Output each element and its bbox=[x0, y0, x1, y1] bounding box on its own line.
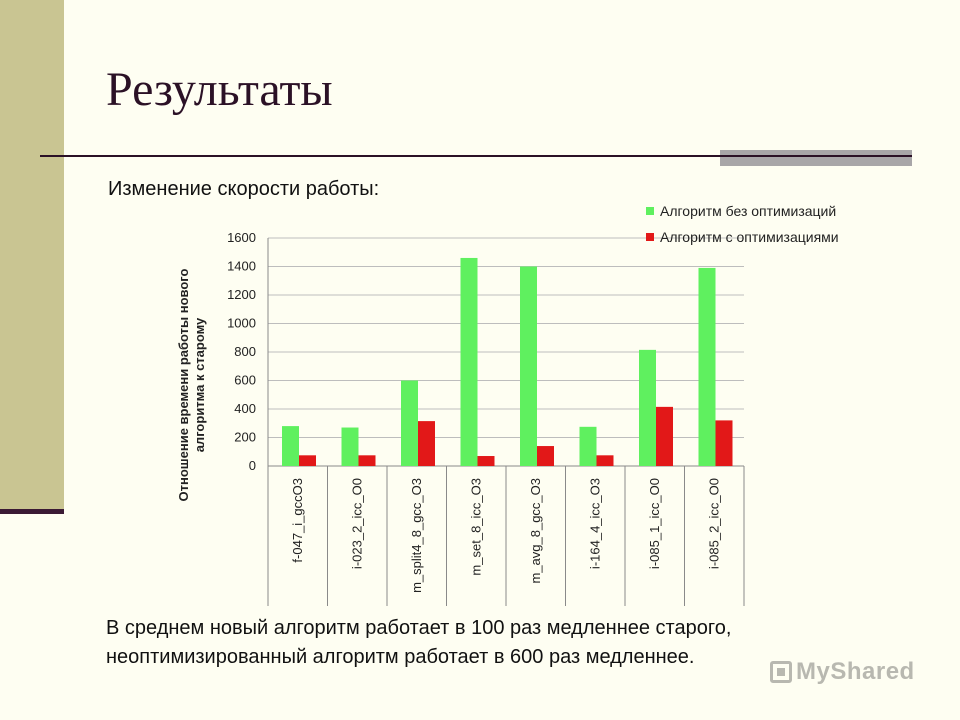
bar-unoptimized bbox=[282, 426, 299, 466]
watermark-text: MyShared bbox=[796, 658, 915, 685]
bar-unoptimized bbox=[698, 267, 716, 466]
y-tick-label: 400 bbox=[234, 401, 256, 416]
x-category-label: m_set_8_icc_O3 bbox=[468, 478, 483, 576]
x-category-label: i-023_2_icc_O0 bbox=[349, 478, 364, 569]
left-decor-band bbox=[0, 0, 64, 512]
x-category-label: i-085_2_icc_O0 bbox=[706, 478, 721, 569]
y-tick-label: 1600 bbox=[227, 230, 256, 245]
bar-unoptimized bbox=[639, 349, 656, 466]
x-category-label: i-164_4_icc_O3 bbox=[587, 478, 602, 569]
summary-line-1: В среднем новый алгоритм работает в 100 … bbox=[106, 617, 732, 639]
y-tick-label: 1400 bbox=[227, 259, 256, 274]
bar-optimized bbox=[477, 456, 495, 466]
y-axis-title-line-1: Отношение времени работы нового bbox=[176, 268, 191, 501]
y-tick-label: 600 bbox=[234, 373, 256, 388]
x-category-label: f-047_i_gccO3 bbox=[290, 478, 305, 563]
y-tick-label: 800 bbox=[234, 344, 256, 359]
bar-optimized bbox=[537, 446, 554, 466]
y-tick-label: 1000 bbox=[227, 316, 256, 331]
bar-unoptimized bbox=[520, 266, 537, 466]
y-tick-label: 1200 bbox=[227, 287, 256, 302]
bar-unoptimized bbox=[341, 427, 359, 466]
summary-text: В среднем новый алгоритм работает в 100 … bbox=[106, 614, 886, 672]
watermark-logo-icon bbox=[770, 661, 792, 683]
bar-unoptimized bbox=[460, 257, 478, 466]
bar-optimized bbox=[418, 421, 435, 466]
bar-optimized bbox=[596, 455, 614, 466]
left-decor-band-edge bbox=[0, 509, 64, 514]
y-axis-title-line-2: алгоритма к старому bbox=[192, 317, 207, 452]
bar-optimized bbox=[715, 420, 733, 466]
legend-swatch-unoptimized bbox=[646, 207, 654, 215]
watermark: MyShared bbox=[770, 658, 915, 686]
y-tick-label: 200 bbox=[234, 430, 256, 445]
chart-caption: Изменение скорости работы: bbox=[108, 178, 380, 200]
summary-line-2: неоптимизированный алгоритм работает в 6… bbox=[106, 646, 695, 668]
bar-chart: 0 200 400 600 800 1000 1200 1400 1600 f-047_i_gcc… bbox=[176, 203, 839, 606]
bar-unoptimized bbox=[401, 380, 418, 466]
y-tick-label: 0 bbox=[249, 458, 256, 473]
title-divider bbox=[40, 155, 912, 157]
legend-label-unoptimized: Алгоритм без оптимизаций bbox=[660, 203, 836, 219]
x-category-label: m_avg_8_gcc_O3 bbox=[528, 478, 543, 584]
bar-optimized bbox=[656, 406, 673, 466]
legend-label-optimized: Алгоритм с оптимизациями bbox=[660, 229, 839, 245]
slide-title: Результаты bbox=[106, 63, 333, 116]
x-category-label: i-085_1_icc_O0 bbox=[647, 478, 662, 569]
title-divider-accent bbox=[720, 150, 912, 166]
bar-optimized bbox=[299, 455, 316, 466]
bar-optimized bbox=[358, 455, 376, 466]
legend-swatch-optimized bbox=[646, 233, 654, 241]
bar-unoptimized bbox=[579, 426, 597, 466]
x-category-label: m_split4_8_gcc_O3 bbox=[409, 478, 424, 593]
